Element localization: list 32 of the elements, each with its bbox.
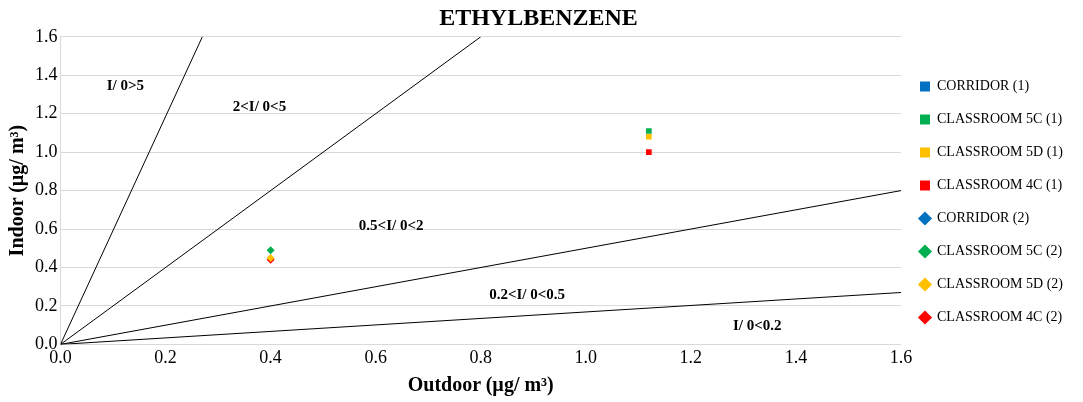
x-tick-label: 1.6 [889,346,913,367]
x-tick-label: 0.2 [154,346,177,367]
y-tick-label: 0.6 [35,217,58,238]
legend-label: CLASSROOM 5C (1) [936,111,1063,128]
annotation: I/ 0<0.2 [732,316,782,333]
x-tick-label: 1.2 [679,346,703,367]
x-tick-label: 1.0 [574,346,598,367]
y-tick-label: 0.4 [35,256,58,277]
x-tick-label: 0.6 [364,346,387,367]
y-tick-label: 0.8 [35,179,58,200]
legend-label: CORRIDOR (1) [936,78,1030,95]
y-axis-title: Indoor (µg/ m³) [5,124,29,257]
legend-label: CORRIDOR (2) [936,210,1030,227]
annotation: 2<I/ 0<5 [232,98,287,115]
legend-label: CLASSROOM 5D (1) [936,144,1064,161]
y-tick-label: 0.2 [35,294,58,315]
legend-label: CLASSROOM 5D (2) [936,276,1064,293]
x-tick-label: 1.4 [784,346,808,367]
annotation: 0.5<I/ 0<2 [358,216,424,233]
y-tick-label: 1.6 [35,25,58,46]
annotation: I/ 0>5 [106,76,145,93]
y-tick-label: 1.4 [35,63,58,84]
legend-label: CLASSROOM 5C (2) [936,243,1063,260]
x-tick-label: 0.4 [259,346,282,367]
y-tick-label: 1.0 [35,140,58,161]
x-axis-title: Outdoor (µg/ m³) [407,373,554,397]
annotation: 0.2<I/ 0<0.5 [489,286,566,303]
y-tick-label: 1.2 [35,102,58,123]
x-tick-label: 0.8 [469,346,492,367]
legend-label: CLASSROOM 4C (1) [936,177,1063,194]
chart-title: ETHYLBENZENE [439,3,638,30]
legend-label: CLASSROOM 4C (2) [936,309,1063,326]
